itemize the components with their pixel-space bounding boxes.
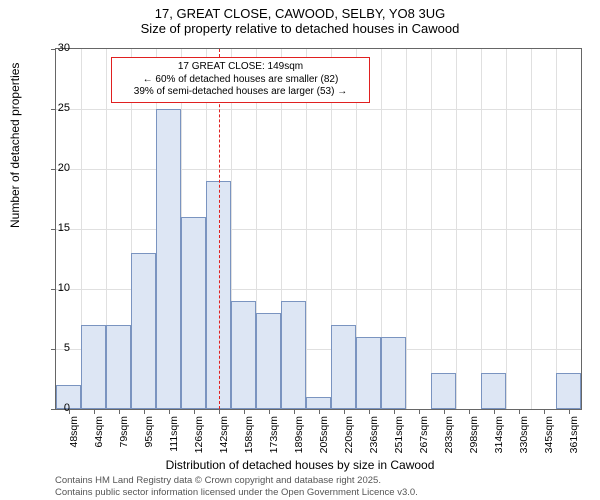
gridline-v	[406, 49, 407, 409]
gridline-v	[431, 49, 432, 409]
y-tick-label: 10	[40, 282, 70, 294]
title-line-1: 17, GREAT CLOSE, CAWOOD, SELBY, YO8 3UG	[0, 6, 600, 21]
histogram-bar	[106, 325, 131, 409]
x-tick-label: 48sqm	[68, 416, 80, 456]
histogram-bar	[431, 373, 456, 409]
y-tick-label: 25	[40, 102, 70, 114]
x-tick-label: 345sqm	[543, 416, 555, 456]
gridline-v	[506, 49, 507, 409]
x-tick-mark	[544, 409, 545, 414]
gridline-v	[531, 49, 532, 409]
histogram-bar	[181, 217, 206, 409]
x-tick-mark	[469, 409, 470, 414]
histogram-bar	[281, 301, 306, 409]
x-tick-label: 298sqm	[468, 416, 480, 456]
x-tick-mark	[269, 409, 270, 414]
x-tick-mark	[369, 409, 370, 414]
x-tick-label: 267sqm	[418, 416, 430, 456]
x-tick-label: 330sqm	[518, 416, 530, 456]
footer-line-1: Contains HM Land Registry data © Crown c…	[55, 475, 418, 486]
x-tick-label: 236sqm	[368, 416, 380, 456]
x-tick-mark	[244, 409, 245, 414]
annotation-line-2: ← 60% of detached houses are smaller (82…	[118, 74, 363, 87]
reference-line	[219, 49, 220, 409]
x-tick-label: 205sqm	[318, 416, 330, 456]
x-tick-mark	[394, 409, 395, 414]
x-tick-label: 95sqm	[143, 416, 155, 456]
chart-container: 17, GREAT CLOSE, CAWOOD, SELBY, YO8 3UG …	[0, 0, 600, 500]
histogram-bar	[331, 325, 356, 409]
histogram-bar	[256, 313, 281, 409]
x-tick-mark	[319, 409, 320, 414]
gridline-v	[456, 49, 457, 409]
y-tick-label: 15	[40, 222, 70, 234]
x-tick-mark	[519, 409, 520, 414]
x-tick-label: 126sqm	[193, 416, 205, 456]
gridline-v	[306, 49, 307, 409]
histogram-bar	[481, 373, 506, 409]
histogram-bar	[381, 337, 406, 409]
footer-line-2: Contains public sector information licen…	[55, 487, 418, 498]
x-tick-mark	[94, 409, 95, 414]
y-tick-label: 20	[40, 162, 70, 174]
histogram-bar	[556, 373, 581, 409]
y-axis-label: Number of detached properties	[8, 63, 22, 228]
histogram-bar	[156, 109, 181, 409]
x-tick-mark	[419, 409, 420, 414]
x-tick-label: 64sqm	[93, 416, 105, 456]
x-tick-label: 283sqm	[443, 416, 455, 456]
histogram-bar	[306, 397, 331, 409]
annotation-box: 17 GREAT CLOSE: 149sqm← 60% of detached …	[111, 57, 370, 103]
x-tick-label: 111sqm	[168, 416, 180, 456]
chart-title: 17, GREAT CLOSE, CAWOOD, SELBY, YO8 3UG …	[0, 0, 600, 36]
x-tick-label: 79sqm	[118, 416, 130, 456]
x-tick-mark	[344, 409, 345, 414]
x-axis-label: Distribution of detached houses by size …	[0, 458, 600, 472]
gridline-v	[556, 49, 557, 409]
gridline-v	[481, 49, 482, 409]
histogram-bar	[81, 325, 106, 409]
x-tick-label: 189sqm	[293, 416, 305, 456]
x-tick-mark	[494, 409, 495, 414]
x-tick-mark	[444, 409, 445, 414]
gridline-h	[56, 109, 581, 110]
histogram-bar	[356, 337, 381, 409]
annotation-line-1: 17 GREAT CLOSE: 149sqm	[118, 61, 363, 74]
y-tick-label: 5	[40, 342, 70, 354]
x-tick-mark	[194, 409, 195, 414]
x-tick-mark	[219, 409, 220, 414]
y-tick-label: 0	[40, 402, 70, 414]
x-tick-label: 251sqm	[393, 416, 405, 456]
x-tick-mark	[294, 409, 295, 414]
x-tick-label: 142sqm	[218, 416, 230, 456]
x-tick-mark	[144, 409, 145, 414]
x-tick-mark	[119, 409, 120, 414]
x-tick-label: 173sqm	[268, 416, 280, 456]
plot-area: 17 GREAT CLOSE: 149sqm← 60% of detached …	[55, 48, 582, 410]
x-tick-mark	[169, 409, 170, 414]
x-tick-label: 314sqm	[493, 416, 505, 456]
x-tick-label: 220sqm	[343, 416, 355, 456]
gridline-h	[56, 229, 581, 230]
x-tick-mark	[569, 409, 570, 414]
gridline-h	[56, 169, 581, 170]
x-tick-label: 361sqm	[568, 416, 580, 456]
x-tick-label: 158sqm	[243, 416, 255, 456]
histogram-bar	[231, 301, 256, 409]
title-line-2: Size of property relative to detached ho…	[0, 21, 600, 36]
y-tick-label: 30	[40, 42, 70, 54]
footer-attribution: Contains HM Land Registry data © Crown c…	[55, 475, 418, 498]
annotation-line-3: 39% of semi-detached houses are larger (…	[118, 86, 363, 99]
histogram-bar	[131, 253, 156, 409]
